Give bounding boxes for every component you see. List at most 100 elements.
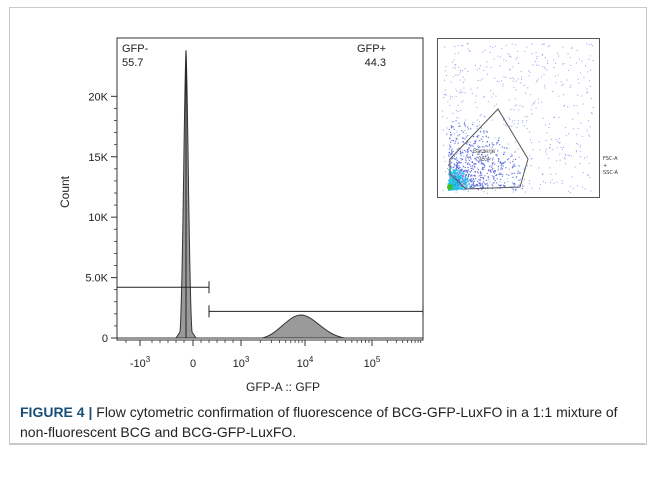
scatter-point [456, 148, 458, 151]
scatter-point [465, 157, 467, 159]
scatter-point [446, 183, 448, 185]
scatter-point [467, 135, 469, 137]
scatter-point [501, 163, 503, 166]
scatter-point-dense [450, 175, 452, 178]
scatter-point [483, 146, 485, 148]
scatter-point [588, 44, 590, 46]
scatter-point [585, 65, 587, 67]
scatter-point [518, 172, 520, 174]
scatter-point [518, 156, 520, 158]
scatter-point [583, 77, 585, 79]
scatter-point-dense [452, 184, 455, 186]
scatter-point [498, 137, 500, 139]
scatter-point [447, 101, 449, 103]
scatter-point [528, 75, 530, 77]
scatter-point [528, 70, 530, 72]
scatter-point [478, 161, 480, 163]
scatter-point [523, 125, 525, 127]
scatter-point [577, 143, 579, 145]
scatter-point [485, 155, 487, 157]
scatter-point [496, 153, 498, 155]
scatter-point [517, 170, 519, 172]
scatter-point [460, 186, 462, 188]
scatter-point [568, 155, 570, 157]
scatter-point-dense [456, 176, 458, 178]
scatter-point [460, 71, 462, 73]
scatter-point [462, 165, 464, 167]
scatter-point [465, 136, 467, 138]
scatter-point [570, 155, 572, 157]
scatter-point [461, 169, 463, 171]
histogram-fill [117, 50, 423, 339]
scatter-point [449, 131, 452, 133]
scatter-point [469, 156, 471, 158]
scatter-point [543, 74, 545, 76]
scatter-point [509, 118, 511, 120]
scatter-point [467, 175, 470, 177]
scatter-point [472, 168, 474, 170]
scatter-point [476, 125, 478, 127]
scatter-point-dense [449, 182, 452, 185]
scatter-point [497, 150, 499, 152]
scatter-point [523, 84, 525, 86]
scatter-point [549, 167, 551, 169]
scatter-point [514, 98, 516, 100]
scatter-point [507, 53, 509, 55]
scatter-point-dense [456, 178, 459, 180]
scatter-point [488, 143, 491, 146]
scatter-point [452, 174, 454, 177]
scatter-point [471, 180, 473, 182]
scatter-point [472, 185, 474, 187]
scatter-point [518, 165, 520, 167]
scatter-point [495, 141, 497, 143]
scatter-point [443, 156, 445, 158]
scatter-point [487, 161, 489, 163]
scatter-point [485, 145, 487, 147]
scatter-point [469, 180, 471, 182]
scatter-point [491, 142, 493, 144]
scatter-point [485, 160, 487, 162]
scatter-point [494, 180, 496, 182]
scatter-point [484, 175, 486, 177]
scatter-point [452, 126, 454, 128]
scatter-point [508, 54, 510, 56]
scatter-point [483, 182, 485, 184]
scatter-point [590, 98, 592, 100]
scatter-point [453, 158, 456, 160]
scatter-point [562, 146, 564, 148]
scatter-point [509, 161, 511, 164]
scatter-point-dense [458, 187, 461, 190]
scatter-point [468, 183, 470, 185]
scatter-point [512, 66, 514, 68]
scatter-point [491, 187, 494, 190]
scatter-point [490, 171, 492, 173]
scatter-point [470, 128, 472, 130]
scatter-point [445, 94, 447, 96]
scatter-point [448, 161, 450, 163]
scatter-point [498, 81, 500, 83]
scatter-point [478, 147, 480, 149]
scatter-point [476, 185, 479, 187]
scatter-point [459, 152, 461, 154]
scatter-point [544, 66, 546, 68]
scatter-point [464, 138, 466, 140]
scatter-point [469, 179, 471, 181]
scatter-point [459, 150, 461, 152]
scatter-point [486, 141, 488, 143]
scatter-point [479, 115, 481, 117]
scatter-point [568, 133, 570, 135]
scatter-point [469, 165, 471, 167]
scatter-point [457, 135, 459, 137]
scatter-point [482, 51, 484, 53]
scatter-point [461, 130, 463, 132]
scatter-point [570, 64, 572, 66]
scatter-point [513, 78, 515, 80]
scatter-point [532, 64, 534, 66]
scatter-point [474, 142, 476, 144]
scatter-point [562, 63, 564, 65]
scatter-point [481, 146, 483, 148]
scatter-point [483, 116, 485, 118]
scatter-point [453, 163, 456, 165]
scatter-point [459, 172, 461, 174]
scatter-point [504, 182, 506, 184]
